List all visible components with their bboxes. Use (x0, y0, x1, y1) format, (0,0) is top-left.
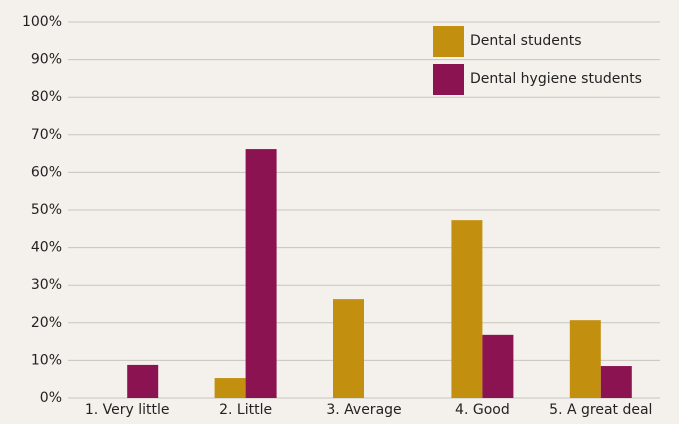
bar (245, 149, 277, 398)
legend-swatch (433, 64, 464, 95)
bar (214, 378, 246, 398)
y-tick-label: 70% (31, 127, 62, 143)
legend-label: Dental hygiene students (470, 71, 642, 87)
y-tick-label: 60% (31, 164, 62, 180)
x-tick-label: 3. Average (326, 402, 401, 418)
legend-swatch (433, 26, 464, 57)
y-tick-label: 0% (40, 390, 62, 406)
bar (333, 299, 364, 398)
x-tick-label: 5. A great deal (549, 402, 652, 418)
y-tick-label: 50% (31, 202, 62, 218)
bar (451, 220, 483, 398)
bar (569, 320, 601, 398)
y-tick-label: 40% (31, 240, 62, 256)
x-tick-label: 4. Good (455, 402, 510, 418)
y-tick-label: 80% (31, 89, 62, 105)
y-tick-label: 10% (31, 352, 62, 368)
legend-label: Dental students (470, 33, 582, 49)
bar (600, 366, 632, 398)
bar (482, 334, 514, 398)
y-tick-label: 100% (22, 14, 62, 30)
y-tick-label: 90% (31, 52, 62, 68)
x-tick-label: 2. Little (219, 402, 272, 418)
y-tick-label: 30% (31, 277, 62, 293)
x-tick-label: 1. Very little (85, 402, 170, 418)
y-tick-label: 20% (31, 315, 62, 331)
bar (127, 364, 159, 398)
